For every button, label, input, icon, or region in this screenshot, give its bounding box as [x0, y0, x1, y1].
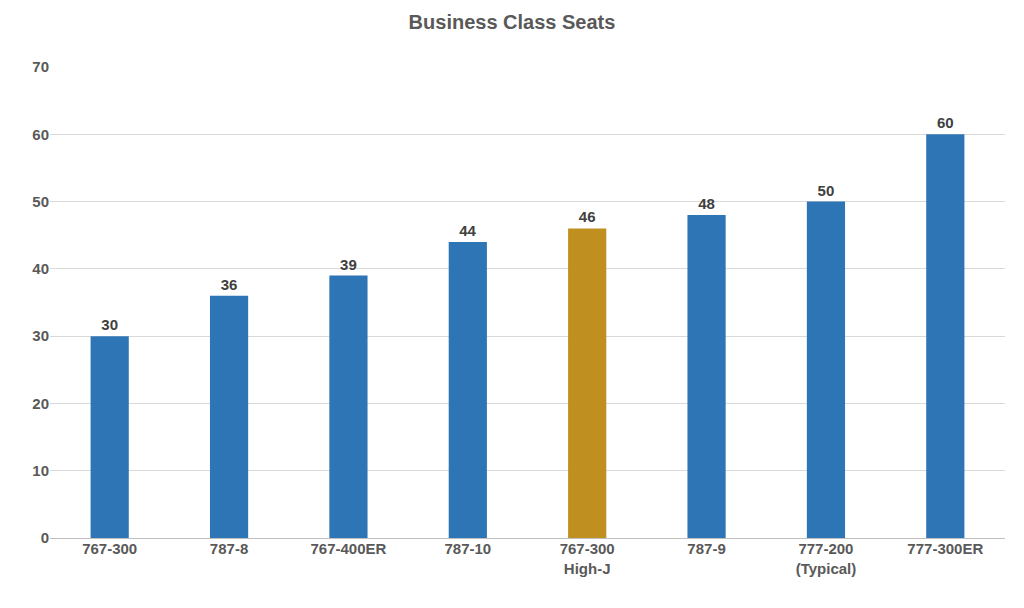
svg-text:0: 0	[41, 529, 49, 546]
svg-text:60: 60	[32, 126, 49, 143]
svg-text:70: 70	[32, 58, 49, 75]
svg-text:60: 60	[937, 114, 954, 131]
svg-text:787-8: 787-8	[210, 540, 248, 557]
svg-text:767-300: 767-300	[82, 540, 137, 557]
svg-text:48: 48	[698, 195, 715, 212]
svg-text:39: 39	[340, 256, 357, 273]
svg-text:787-9: 787-9	[687, 540, 725, 557]
svg-text:20: 20	[32, 395, 49, 412]
svg-text:46: 46	[579, 208, 596, 225]
svg-text:767-400ER: 767-400ER	[310, 540, 386, 557]
svg-text:50: 50	[818, 182, 835, 199]
svg-text:36: 36	[221, 276, 238, 293]
svg-text:767-300High-J: 767-300High-J	[560, 540, 615, 577]
svg-text:777-200(Typical): 777-200(Typical)	[796, 540, 857, 577]
svg-text:10: 10	[32, 462, 49, 479]
svg-text:50: 50	[32, 193, 49, 210]
svg-text:44: 44	[459, 222, 476, 239]
svg-text:30: 30	[101, 316, 118, 333]
svg-text:Business Class Seats: Business Class Seats	[409, 11, 616, 33]
svg-text:777-300ER: 777-300ER	[907, 540, 983, 557]
svg-text:787-10: 787-10	[444, 540, 491, 557]
svg-text:30: 30	[32, 327, 49, 344]
svg-text:40: 40	[32, 260, 49, 277]
